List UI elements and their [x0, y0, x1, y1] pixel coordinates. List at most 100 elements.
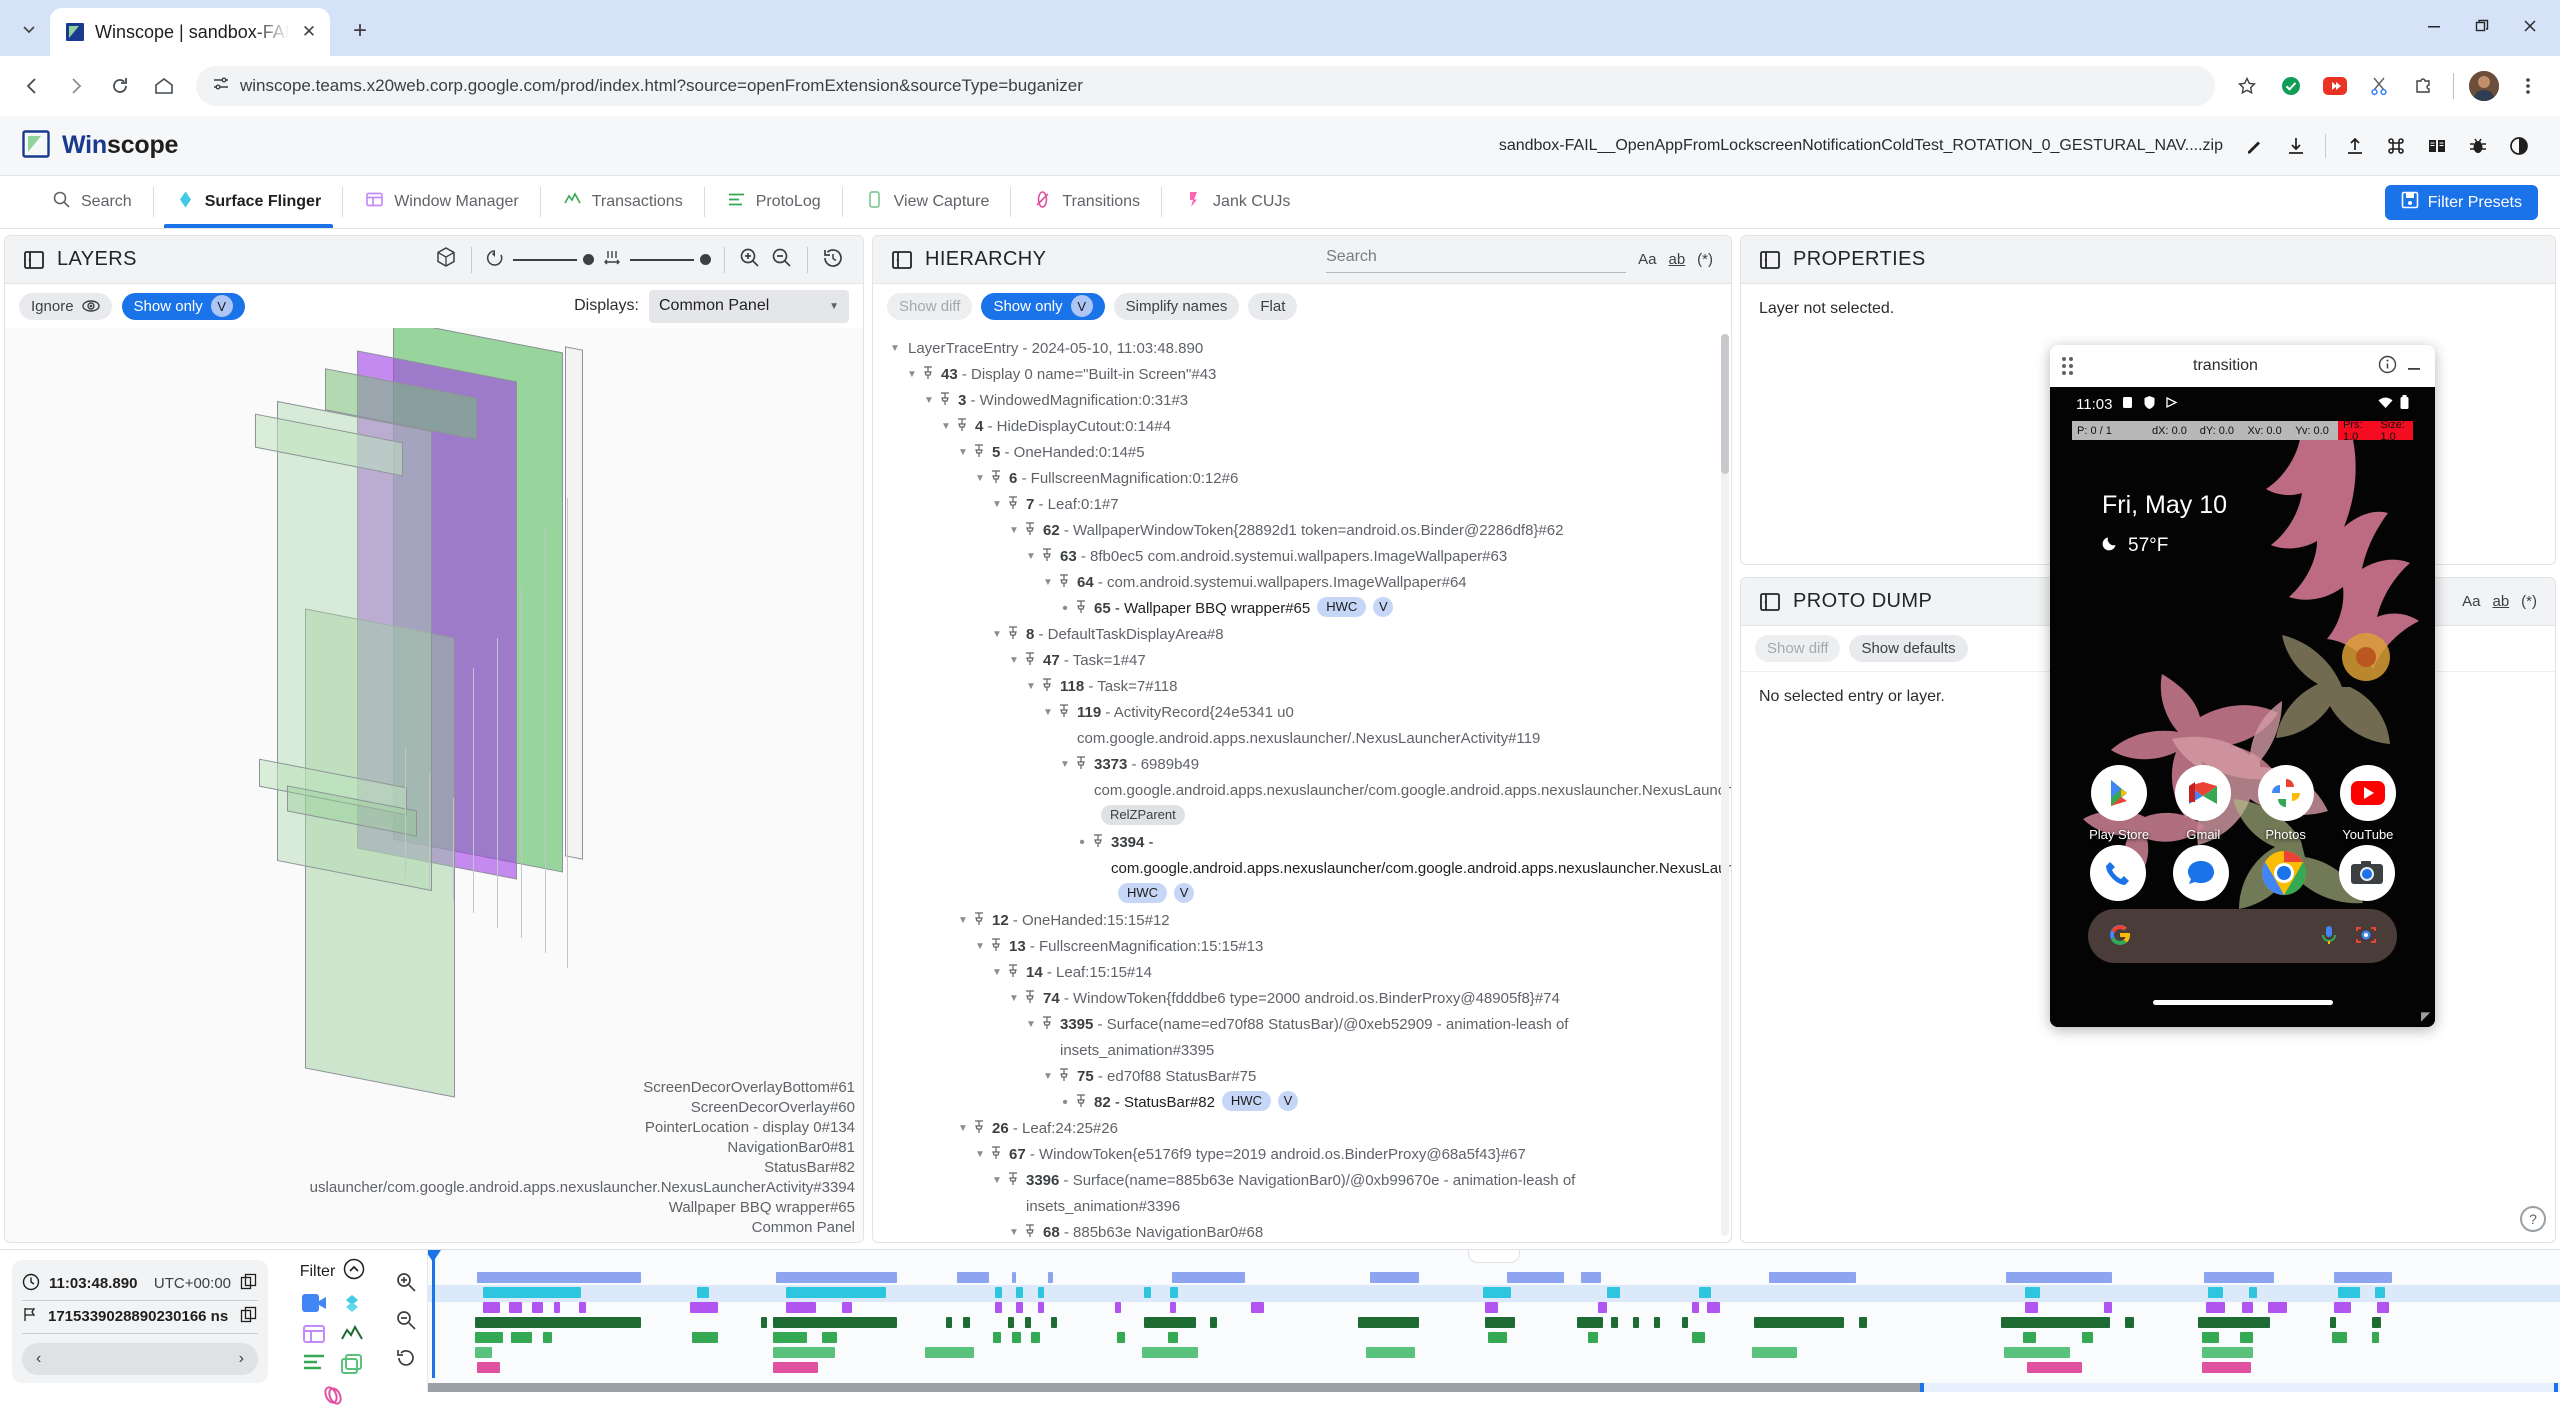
- chevron-down-icon[interactable]: ▼: [1057, 752, 1073, 778]
- timeline-entry-transactions[interactable]: [761, 1317, 767, 1328]
- chevron-down-icon[interactable]: ▼: [1040, 1064, 1056, 1090]
- timeline-entry-window-manager[interactable]: [1170, 1302, 1176, 1313]
- chevron-down-icon[interactable]: ▼: [972, 934, 988, 960]
- bug-report-icon[interactable]: [2459, 127, 2497, 165]
- whole-word-icon[interactable]: ab: [2492, 593, 2509, 610]
- chevron-down-icon[interactable]: ▼: [1006, 518, 1022, 544]
- hierarchy-node[interactable]: ▼119 - ActivityRecord{24e5341 u0 com.goo…: [887, 700, 1725, 752]
- timeline-entry-protolog[interactable]: [1588, 1332, 1599, 1343]
- download-icon[interactable]: [2277, 127, 2315, 165]
- app-icon-photos[interactable]: Photos: [2258, 765, 2314, 842]
- hierarchy-node[interactable]: ▼14 - Leaf:15:15#14: [887, 960, 1725, 986]
- timeline-playhead[interactable]: [432, 1250, 435, 1378]
- home-icon[interactable]: [144, 66, 184, 106]
- app-icon-phone[interactable]: [2090, 845, 2146, 901]
- timeline-entry-transitions[interactable]: [2027, 1362, 2082, 1373]
- timeline-entry-transactions[interactable]: [2330, 1317, 2336, 1328]
- chevron-down-icon[interactable]: ▼: [989, 960, 1005, 986]
- timeline-entry-transactions[interactable]: [1633, 1317, 1639, 1328]
- timeline-entry-protolog[interactable]: [2082, 1332, 2093, 1343]
- rotation-slider[interactable]: [513, 254, 594, 265]
- rect-label[interactable]: ScreenDecorOverlay#60: [691, 1099, 855, 1116]
- hierarchy-node[interactable]: ▼4 - HideDisplayCutout:0:14#4: [887, 414, 1725, 440]
- browser-menu-icon[interactable]: [2508, 66, 2548, 106]
- chevron-down-icon[interactable]: ▼: [955, 908, 971, 934]
- timeline-entry-transitions[interactable]: [773, 1362, 818, 1373]
- collapse-panel-icon[interactable]: [1759, 249, 1781, 271]
- timeline-entry-transitions[interactable]: [2202, 1362, 2251, 1373]
- hierarchy-node[interactable]: ▼62 - WallpaperWindowToken{28892d1 token…: [887, 518, 1725, 544]
- dark-mode-icon[interactable]: [2500, 127, 2538, 165]
- chevron-up-icon[interactable]: [343, 1258, 365, 1285]
- copy-icon[interactable]: [240, 1306, 258, 1327]
- hierarchy-scrollbar[interactable]: [1721, 334, 1729, 1236]
- whole-word-icon[interactable]: ab: [1668, 251, 1685, 268]
- timeline-entry-surface-flinger[interactable]: [2375, 1287, 2386, 1298]
- timeline-entry-surface-flinger[interactable]: [786, 1287, 886, 1298]
- timeline-entry-view-capture[interactable]: [2004, 1347, 2070, 1358]
- timeline-entry-protolog[interactable]: [692, 1332, 718, 1343]
- hierarchy-node[interactable]: ▼3373 - 6989b49 com.google.android.apps.…: [887, 752, 1725, 830]
- collapse-panel-icon[interactable]: [1759, 591, 1781, 613]
- minimize-icon[interactable]: [2405, 356, 2423, 377]
- chevron-down-icon[interactable]: ▼: [921, 388, 937, 414]
- copy-icon[interactable]: [240, 1273, 258, 1294]
- regex-icon[interactable]: (*): [1697, 251, 1713, 268]
- regex-icon[interactable]: (*): [2521, 593, 2537, 610]
- timeline-entry-window-manager[interactable]: [2377, 1302, 2390, 1313]
- show-only-chip[interactable]: Show only V: [122, 293, 245, 320]
- timeline-entry-transactions[interactable]: [1358, 1317, 1420, 1328]
- microphone-icon[interactable]: [2319, 924, 2339, 949]
- timeline-entry-surface-flinger[interactable]: [1016, 1287, 1022, 1298]
- tab-transactions[interactable]: Transactions: [541, 176, 705, 228]
- timeline-entry-screen-recording[interactable]: [2204, 1272, 2274, 1283]
- hierarchy-node[interactable]: ▼67 - WindowToken{e5176f9 type=2019 andr…: [887, 1142, 1725, 1168]
- timeline-entry-protolog[interactable]: [475, 1332, 503, 1343]
- minimize-icon[interactable]: [2412, 8, 2456, 44]
- timeline-entry-surface-flinger[interactable]: [2208, 1287, 2223, 1298]
- chevron-down-icon[interactable]: ▼: [955, 440, 971, 466]
- app-icon-gmail[interactable]: Gmail: [2175, 765, 2231, 842]
- zoom-out-icon[interactable]: [770, 246, 794, 273]
- timeline-entry-screen-recording[interactable]: [957, 1272, 989, 1283]
- prev-entry-button[interactable]: ‹: [36, 1350, 41, 1368]
- close-window-icon[interactable]: [2508, 8, 2552, 44]
- collapse-panel-icon[interactable]: [891, 249, 913, 271]
- puzzle-extension-icon[interactable]: [2403, 66, 2443, 106]
- google-lens-icon[interactable]: [2355, 924, 2377, 949]
- transition-window-header[interactable]: transition: [2050, 345, 2435, 387]
- rect-label[interactable]: ScreenDecorOverlayBottom#61: [643, 1079, 855, 1096]
- timeline-entry-transactions[interactable]: [1144, 1317, 1195, 1328]
- timeline-entry-surface-flinger[interactable]: [1607, 1287, 1620, 1298]
- show-defaults-chip[interactable]: Show defaults: [1849, 635, 1967, 662]
- timeline-entry-screen-recording[interactable]: [2006, 1272, 2113, 1283]
- match-case-icon[interactable]: Aa: [1638, 251, 1656, 268]
- transactions-icon[interactable]: [341, 1325, 363, 1346]
- timeline-expand-handle[interactable]: [1468, 1250, 1520, 1263]
- resize-handle[interactable]: ◣: [2419, 1012, 2433, 1021]
- timeline-entry-transactions[interactable]: [1577, 1317, 1603, 1328]
- timeline-entry-window-manager[interactable]: [1115, 1302, 1121, 1313]
- chevron-down-icon[interactable]: ▼: [887, 336, 903, 362]
- reset-zoom-icon[interactable]: [395, 1347, 417, 1372]
- zoom-out-icon[interactable]: [395, 1309, 417, 1334]
- timeline-entry-surface-flinger[interactable]: [1170, 1287, 1179, 1298]
- timeline-entry-surface-flinger[interactable]: [697, 1287, 710, 1298]
- timeline-entry-screen-recording[interactable]: [776, 1272, 898, 1283]
- filter-presets-button[interactable]: Filter Presets: [2385, 185, 2538, 220]
- rect-label[interactable]: Common Panel: [752, 1219, 855, 1236]
- chevron-down-icon[interactable]: ▼: [1023, 1012, 1039, 1038]
- timeline-entry-transactions[interactable]: [2001, 1317, 2110, 1328]
- window-manager-icon[interactable]: [303, 1325, 325, 1346]
- hierarchy-node[interactable]: •3394 - com.google.android.apps.nexuslau…: [887, 830, 1725, 908]
- drag-handle-icon[interactable]: [2062, 357, 2073, 375]
- timeline-entry-transactions[interactable]: [2372, 1317, 2381, 1328]
- timeline-entry-protolog[interactable]: [1117, 1332, 1126, 1343]
- timeline-entry-window-manager[interactable]: [2206, 1302, 2225, 1313]
- timeline-entry-surface-flinger[interactable]: [2338, 1287, 2359, 1298]
- timeline-entry-surface-flinger[interactable]: [1038, 1287, 1044, 1298]
- timeline-entry-protolog[interactable]: [822, 1332, 837, 1343]
- tab-search[interactable]: Search: [30, 176, 154, 228]
- show-only-chip[interactable]: Show only V: [981, 293, 1104, 320]
- hierarchy-node[interactable]: ▼LayerTraceEntry - 2024-05-10, 11:03:48.…: [887, 336, 1725, 362]
